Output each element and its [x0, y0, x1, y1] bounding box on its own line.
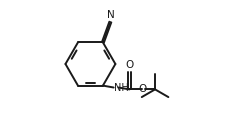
Text: N: N — [107, 10, 115, 20]
Text: NH: NH — [114, 83, 129, 93]
Text: O: O — [125, 60, 134, 70]
Text: O: O — [138, 84, 146, 94]
